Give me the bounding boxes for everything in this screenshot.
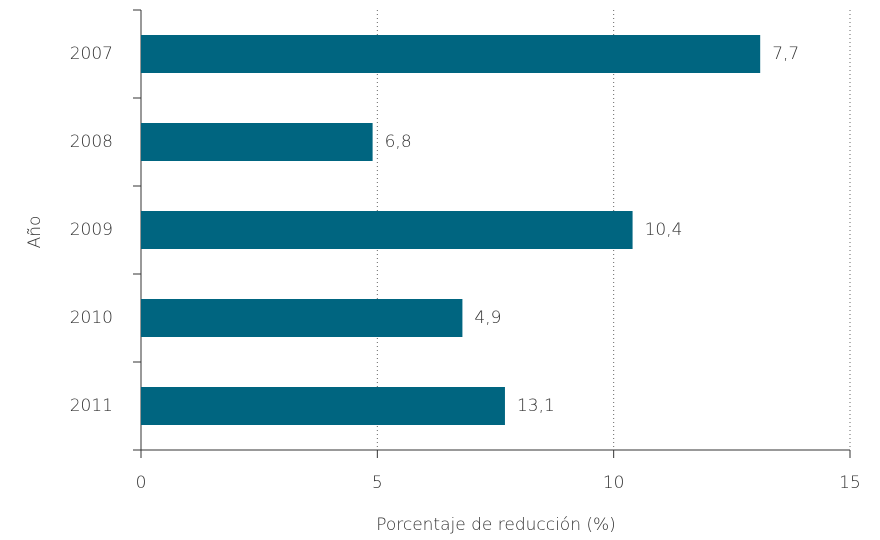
bar (141, 211, 633, 249)
x-tick-label: 5 (372, 473, 383, 493)
bar (141, 123, 373, 161)
bar-annotation: 6,8 (385, 132, 412, 152)
y-tick-label: 2009 (70, 220, 113, 240)
y-tick-label: 2011 (70, 396, 113, 416)
y-tick-label: 2010 (70, 308, 113, 328)
bar (141, 387, 505, 425)
y-tick-label: 2007 (70, 44, 113, 64)
y-axis-title: Año (25, 216, 45, 249)
bar-annotation: 4,9 (474, 308, 501, 328)
x-tick-label: 10 (603, 473, 625, 493)
y-tick-label: 2008 (70, 132, 113, 152)
bar-annotation: 7,7 (772, 44, 799, 64)
x-axis-title: Porcentaje de reducción (%) (376, 515, 616, 535)
bar-annotation: 13,1 (517, 396, 555, 416)
bar (141, 35, 761, 73)
x-tick-label: 15 (839, 473, 861, 493)
bar (141, 299, 463, 337)
x-tick-label: 0 (136, 473, 147, 493)
bar-annotation: 10,4 (645, 220, 683, 240)
